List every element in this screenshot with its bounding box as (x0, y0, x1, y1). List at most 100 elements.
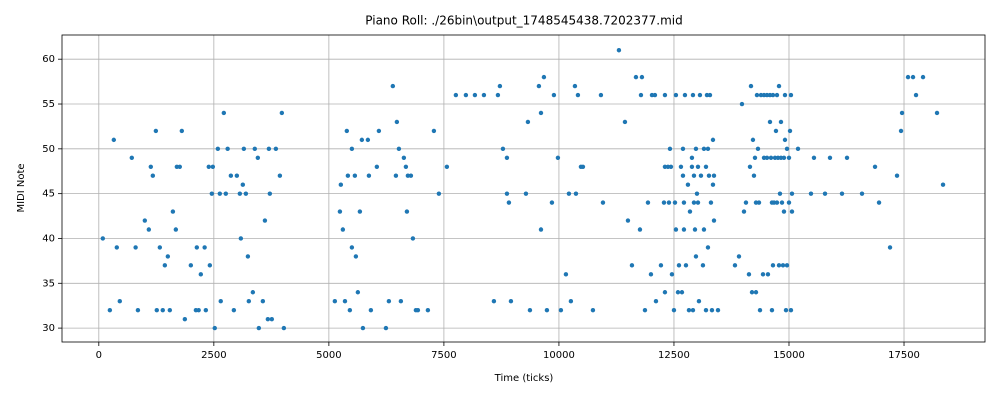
point (366, 173, 372, 178)
point (472, 92, 478, 98)
point (538, 227, 544, 232)
point (839, 191, 845, 196)
point (182, 316, 188, 322)
point (453, 92, 459, 98)
y-tick-label: 40 (42, 233, 55, 244)
point (238, 236, 244, 241)
point (696, 299, 702, 304)
point (639, 74, 645, 80)
point (100, 236, 106, 241)
point (789, 209, 795, 214)
point (273, 146, 279, 152)
y-tick-label: 45 (42, 189, 55, 200)
point (689, 155, 695, 160)
point (752, 155, 758, 160)
point (769, 307, 775, 313)
point (743, 200, 749, 205)
point (662, 92, 668, 98)
point (504, 155, 510, 160)
point (770, 263, 776, 268)
x-tick-label: 10000 (543, 350, 575, 361)
point (822, 191, 828, 196)
point (876, 200, 882, 205)
point (157, 245, 163, 250)
point (393, 173, 399, 178)
point (774, 92, 780, 98)
point (555, 155, 561, 160)
point (789, 191, 795, 196)
point (491, 299, 497, 304)
point (754, 92, 760, 98)
point (695, 164, 701, 169)
point (162, 263, 168, 268)
point (781, 209, 787, 214)
point (410, 236, 416, 241)
point (398, 299, 404, 304)
point (776, 83, 782, 89)
point (782, 92, 788, 98)
point (750, 137, 756, 143)
point (212, 325, 217, 331)
point (506, 200, 512, 205)
point (747, 164, 753, 169)
point (673, 92, 679, 98)
point (383, 325, 389, 331)
point (751, 173, 757, 178)
point (681, 227, 687, 232)
point (887, 245, 893, 250)
point (652, 92, 658, 98)
point (667, 146, 673, 152)
point (404, 209, 410, 214)
point (405, 173, 411, 178)
point (894, 173, 900, 178)
point (697, 92, 703, 98)
point (148, 164, 154, 169)
point (240, 182, 246, 187)
point (681, 200, 687, 205)
point (683, 263, 689, 268)
point (495, 92, 501, 98)
point (690, 307, 696, 313)
point (711, 218, 717, 223)
point (638, 92, 644, 98)
point (146, 227, 152, 232)
point (637, 227, 643, 232)
point (408, 173, 414, 178)
point (527, 307, 533, 313)
point (629, 263, 635, 268)
point (710, 182, 716, 187)
point (266, 146, 272, 152)
point (687, 209, 693, 214)
point (673, 227, 679, 232)
point (262, 218, 268, 223)
point (783, 307, 789, 313)
point (365, 137, 371, 143)
point (662, 164, 668, 169)
point (600, 200, 606, 205)
point (808, 191, 814, 196)
point (566, 191, 572, 196)
point (675, 290, 681, 295)
point (642, 307, 648, 313)
point (355, 290, 361, 295)
point (668, 164, 674, 169)
plot-frame (61, 34, 986, 343)
point (353, 254, 359, 259)
point (693, 146, 699, 152)
point (692, 227, 698, 232)
point (680, 173, 686, 178)
point (536, 83, 542, 89)
point (755, 146, 761, 152)
x-tick-label: 2500 (201, 350, 226, 361)
point (250, 290, 256, 295)
point (394, 119, 400, 125)
point (707, 92, 713, 98)
point (508, 299, 514, 304)
point (682, 92, 688, 98)
point (209, 191, 215, 196)
point (241, 146, 247, 152)
point (746, 272, 752, 277)
point (203, 307, 209, 313)
